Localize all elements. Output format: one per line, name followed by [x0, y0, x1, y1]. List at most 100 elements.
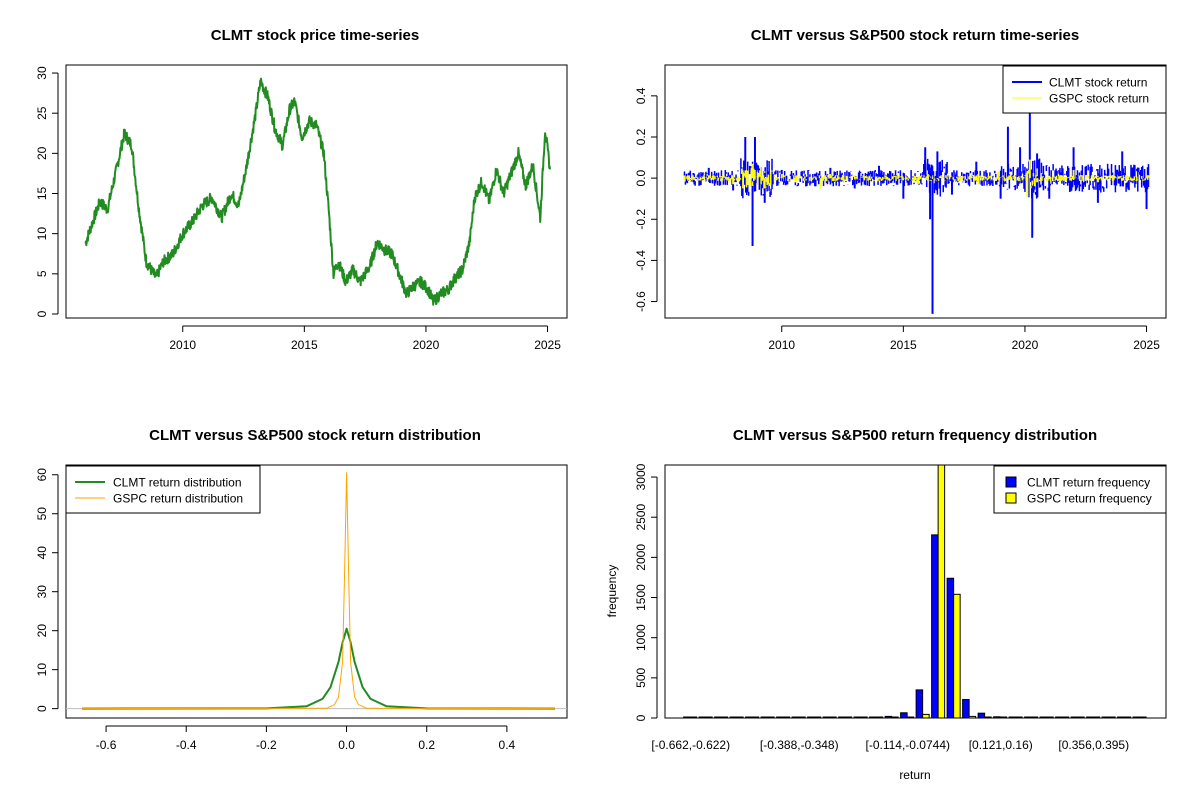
y-tick-label: 20	[35, 146, 49, 160]
y-axis: 0 500 1000 1500 2000 2500 3000	[634, 463, 658, 721]
hist-bar-clmt	[853, 716, 862, 719]
legend-swatch-gspc	[1005, 492, 1017, 504]
x-tick-label: 0.0	[338, 738, 355, 752]
hist-bar-gspc	[1092, 716, 1101, 719]
x-tick-label: -0.4	[176, 738, 197, 752]
x-tick-label: [0.356,0.395)	[1058, 738, 1129, 752]
y-tick-label: 0.4	[634, 87, 648, 104]
hist-bar-gspc	[984, 716, 992, 719]
hist-bar-clmt	[822, 716, 831, 719]
y-tick-label: 0	[35, 705, 49, 712]
hist-bar-clmt	[1055, 716, 1063, 719]
hist-bar-clmt	[745, 716, 753, 719]
y-tick-label: 25	[35, 106, 49, 120]
hist-bar-clmt	[1008, 716, 1017, 719]
x-tick-label: 2020	[413, 338, 440, 352]
legend-box	[1002, 65, 1167, 114]
y-tick-label: 0.0	[634, 169, 648, 186]
hist-bar-gspc	[705, 716, 713, 719]
legend-label-gspc: GSPC return frequency	[1027, 492, 1152, 506]
x-tick-label: 2010	[169, 338, 196, 352]
hist-bar-gspc	[1015, 716, 1023, 719]
hist-bar-gspc	[891, 716, 899, 719]
hist-bar-clmt	[683, 716, 691, 719]
legend-label-clmt: CLMT return frequency	[1027, 476, 1150, 490]
hist-bar-clmt	[1117, 716, 1125, 719]
legend-label-clmt: CLMT return distribution	[113, 476, 242, 490]
hist-bar-gspc	[751, 716, 760, 719]
y-tick-label: -0.2	[634, 209, 648, 230]
hist-bar-clmt	[1039, 716, 1048, 719]
y-tick-label: 0.2	[634, 128, 648, 145]
gspc-return-noise	[683, 167, 1150, 189]
legend-label-gspc: GSPC stock return	[1049, 92, 1149, 106]
y-tick-label: 2000	[634, 544, 648, 571]
x-tick-label: [-0.662,-0.622)	[651, 738, 730, 752]
chart-title: CLMT versus S&P500 stock return time-ser…	[751, 27, 1079, 44]
plot-box	[65, 64, 568, 319]
hist-bar-clmt	[915, 689, 924, 719]
x-tick-label: [0.121,0.16)	[969, 738, 1033, 752]
hist-bar-gspc	[767, 716, 775, 719]
legend: CLMT return frequency GSPC return freque…	[993, 465, 1167, 514]
hist-bar-clmt	[946, 577, 955, 719]
x-tick-label: 2015	[890, 338, 917, 352]
y-tick-label: 30	[35, 585, 49, 599]
hist-bar-gspc	[1061, 716, 1070, 719]
x-tick-label: 0.2	[418, 738, 435, 752]
hist-bar-gspc	[1046, 716, 1054, 719]
hist-bar-clmt	[1101, 716, 1110, 719]
x-axis: [-0.662,-0.622) [-0.388,-0.348) [-0.114,-0…	[651, 738, 1129, 752]
x-axis: 2010 2015 2020 2025	[169, 325, 561, 352]
hist-bar-clmt	[962, 699, 970, 719]
hist-bar-clmt	[1070, 716, 1079, 719]
hist-bar-gspc	[922, 713, 930, 719]
hist-bar-clmt	[698, 716, 707, 719]
hist-bar-clmt	[1132, 716, 1141, 719]
density-chart: CLMT versus S&P500 stock return distribu…	[35, 427, 568, 752]
x-tick-label: 2010	[768, 338, 795, 352]
y-tick-label: 40	[35, 546, 49, 560]
hist-bar-gspc	[1123, 716, 1132, 719]
series-group	[81, 472, 556, 710]
legend-box	[65, 465, 261, 514]
y-tick-label: 60	[35, 468, 49, 482]
hist-bar-gspc	[844, 716, 853, 719]
hist-bar-gspc	[999, 716, 1008, 719]
hist-bar-gspc	[1077, 716, 1085, 719]
hist-bar-gspc	[1030, 716, 1039, 719]
hist-bar-clmt	[884, 715, 893, 719]
hist-bar-gspc	[1139, 716, 1147, 719]
y-tick-label: 15	[35, 187, 49, 201]
y-tick-label: 0	[35, 310, 49, 317]
hist-bar-gspc	[906, 716, 915, 719]
x-tick-label: 2020	[1012, 338, 1039, 352]
series-line-gspc-density	[81, 472, 556, 710]
y-tick-label: 10	[35, 227, 49, 241]
x-tick-label: 0.4	[499, 738, 516, 752]
hist-bar-gspc	[736, 716, 744, 719]
y-tick-label: 0	[634, 714, 648, 721]
x-axis: 2010 2015 2020 2025	[768, 325, 1160, 352]
y-axis: 0 10 20 30 40 50 60	[35, 468, 59, 712]
y-tick-label: 1500	[634, 584, 648, 611]
hist-bar-gspc	[813, 716, 822, 719]
hist-bar-clmt	[993, 716, 1001, 719]
histogram-chart: CLMT versus S&P500 return frequency dist…	[605, 427, 1167, 782]
hist-bar-clmt	[714, 716, 722, 719]
hist-bar-clmt	[729, 716, 738, 719]
x-tick-label: 2025	[534, 338, 561, 352]
legend-label-clmt: CLMT stock return	[1049, 76, 1147, 90]
y-tick-label: 3000	[634, 463, 648, 490]
hist-bar-gspc	[953, 593, 961, 719]
hist-bar-gspc	[829, 716, 837, 719]
hist-bar-clmt	[838, 716, 846, 719]
plot-box	[664, 464, 1167, 719]
y-axis: -0.6 -0.4 -0.2 0.0 0.2 0.4	[634, 87, 658, 312]
hist-bar-clmt	[869, 716, 877, 719]
x-tick-label: -0.6	[96, 738, 117, 752]
hist-bar-clmt	[977, 712, 986, 719]
x-tick-label: 2025	[1133, 338, 1160, 352]
